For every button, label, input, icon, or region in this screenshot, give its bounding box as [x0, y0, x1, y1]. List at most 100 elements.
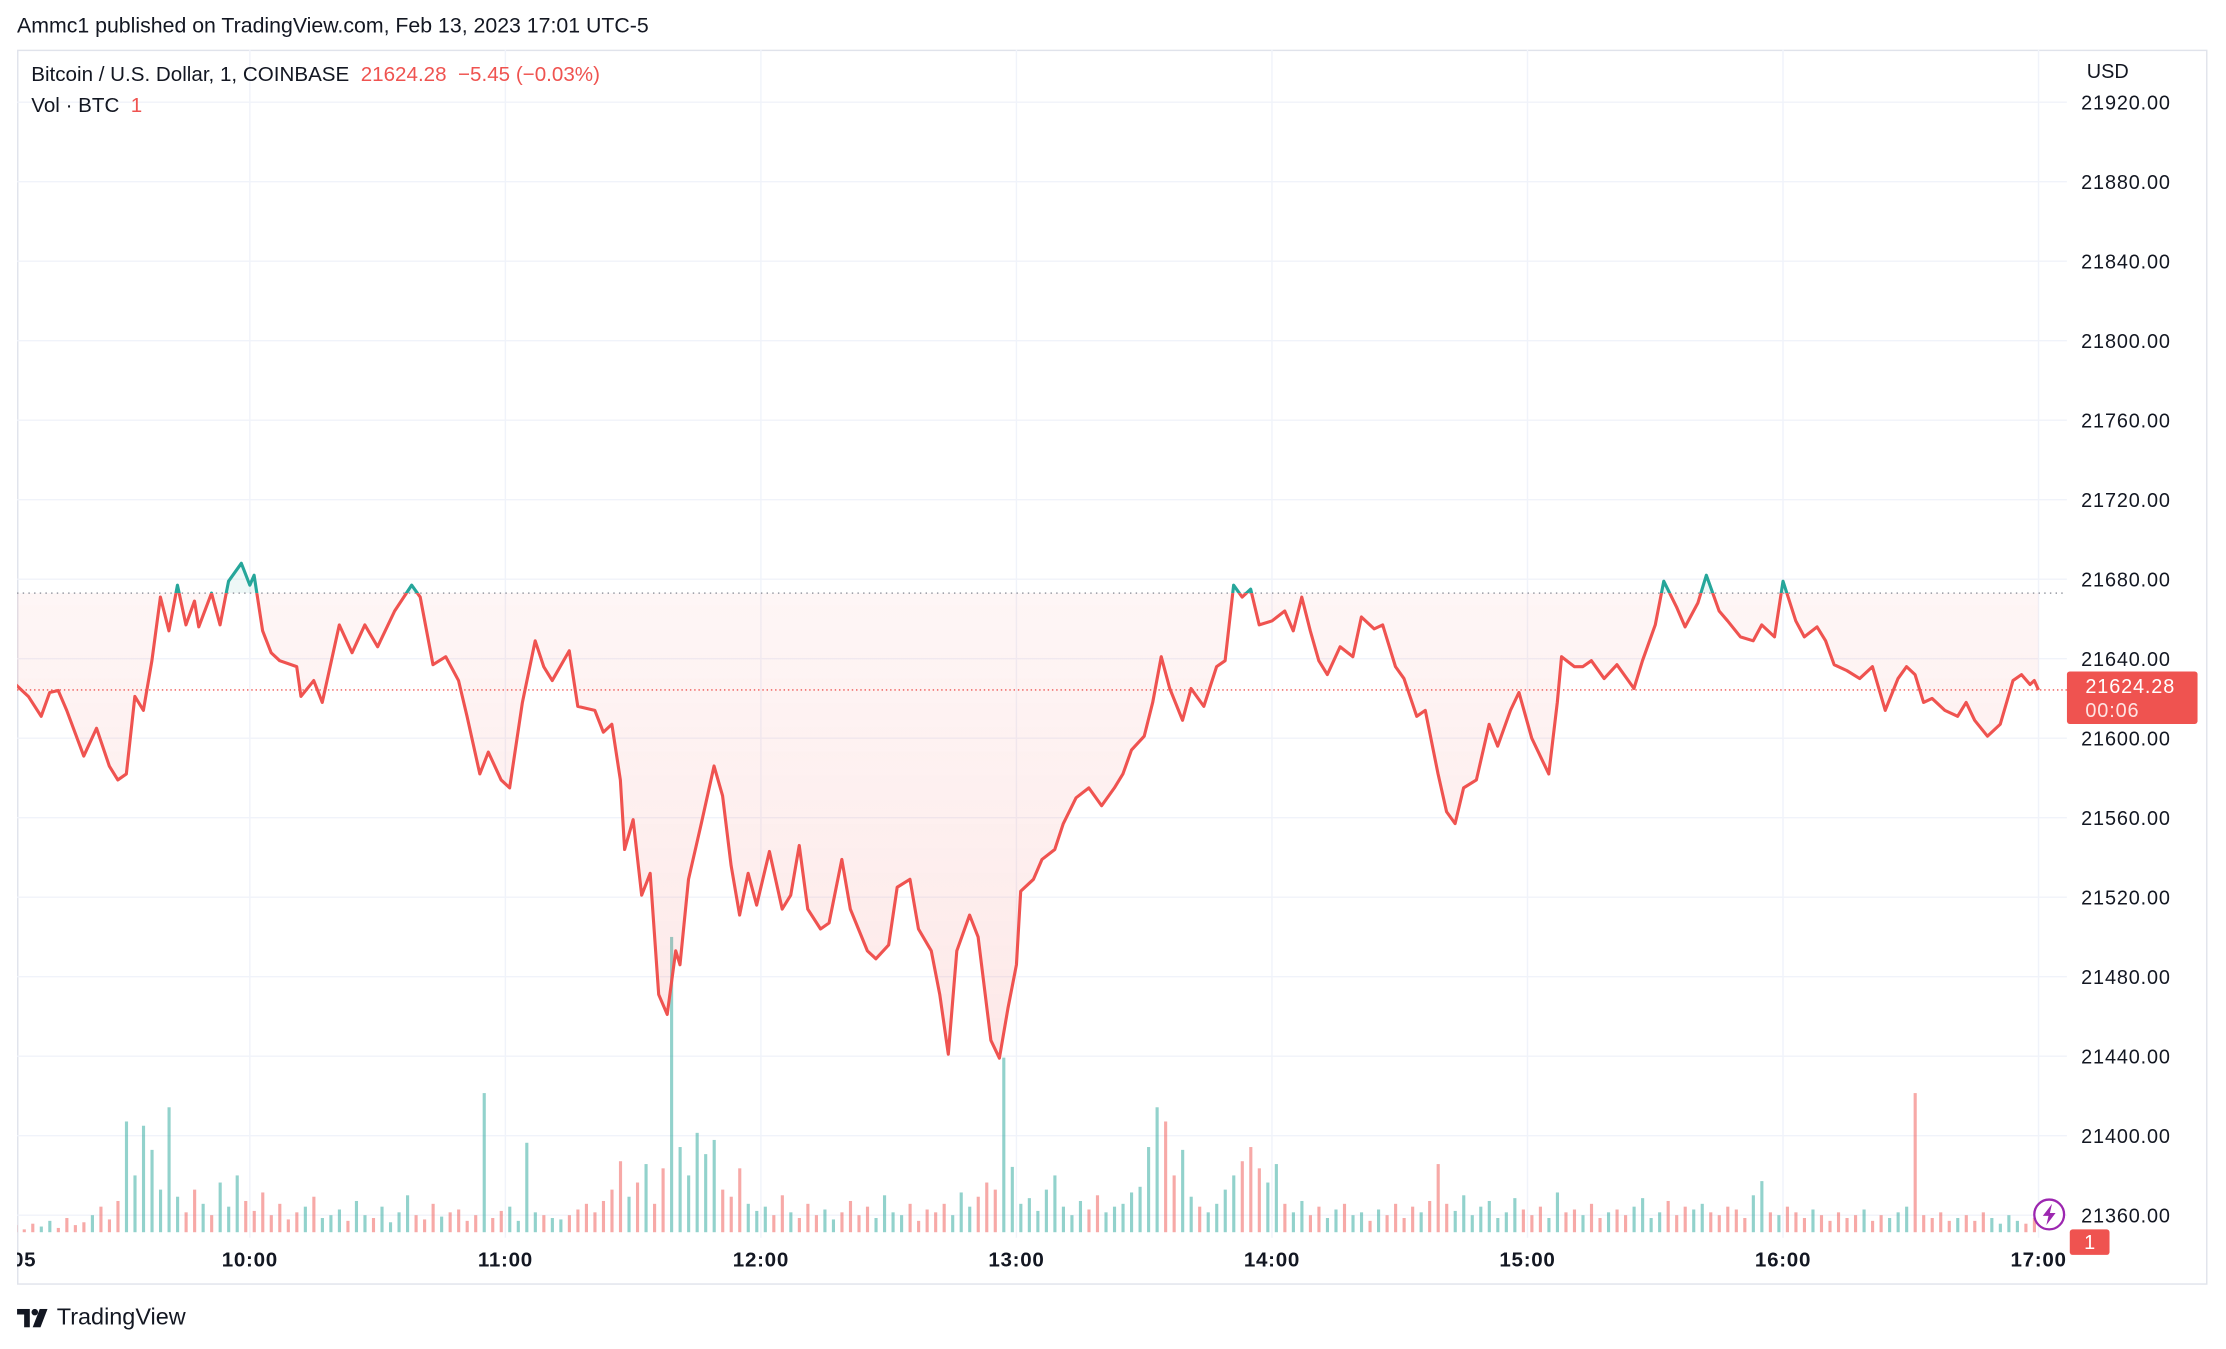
volume-bar [48, 1220, 52, 1233]
volume-bar [1342, 1203, 1347, 1233]
volume-label: Vol · BTC [31, 95, 120, 118]
volume-bar [1044, 1189, 1048, 1233]
volume-bar [380, 1206, 384, 1233]
volume-bar [22, 1229, 26, 1233]
publish-info: Ammc1 published on TradingView.com, Feb … [17, 14, 649, 39]
price-tick-label: 21920.00 [2081, 90, 2171, 114]
volume-bar [1794, 1212, 1798, 1233]
volume-bar [2015, 1220, 2019, 1233]
volume-bar [993, 1189, 997, 1233]
volume-bar [584, 1203, 588, 1233]
volume-bar [1709, 1212, 1713, 1233]
volume-bar [1104, 1212, 1108, 1233]
volume-bar [99, 1206, 103, 1233]
volume-bar [593, 1212, 597, 1233]
volume-bar [2024, 1223, 2028, 1233]
volume-bar [1751, 1195, 1755, 1233]
volume-bar [235, 1175, 239, 1233]
time-tick-label: 12:00 [732, 1249, 790, 1272]
volume-bar [857, 1215, 861, 1233]
price-line-down [17, 593, 2040, 1060]
volume-bar [1504, 1212, 1508, 1233]
volume-bar [1257, 1168, 1261, 1233]
currency-label[interactable]: USD [2086, 59, 2129, 83]
volume-bar [1215, 1203, 1219, 1233]
time-axis[interactable]: 05 10:00 11:00 12:00 13:00 14:00 15:00 16:00 17:… [17, 1238, 2067, 1283]
volume-bar [124, 1121, 129, 1233]
volume-bar [1956, 1218, 1960, 1233]
volume-bar [1692, 1209, 1696, 1233]
tradingview-logo[interactable]: TradingView [17, 1302, 186, 1333]
volume-bar [772, 1215, 776, 1233]
time-tick-label: 17:00 [2010, 1249, 2067, 1272]
volume-legend[interactable]: Vol · BTC 1 [31, 95, 142, 118]
volume-bar [525, 1142, 529, 1233]
volume-bar [917, 1220, 921, 1233]
volume-bar [1334, 1209, 1338, 1233]
volume-bar [1547, 1218, 1551, 1233]
volume-bar [755, 1210, 759, 1233]
time-tick-label: 05 [17, 1249, 37, 1272]
volume-bar [823, 1209, 827, 1233]
volume-bar [1496, 1218, 1500, 1233]
volume-bar [1896, 1212, 1900, 1233]
volume-bar [814, 1215, 818, 1233]
volume-bar [1819, 1215, 1824, 1233]
time-tick-label: 16:00 [1754, 1249, 1812, 1272]
volume-bar [951, 1215, 955, 1233]
volume-bar [1853, 1215, 1858, 1233]
symbol-legend[interactable]: Bitcoin / U.S. Dollar, 1, COINBASE 21624… [31, 64, 600, 87]
tradingview-logo-icon [17, 1308, 48, 1327]
volume-bar [610, 1189, 614, 1233]
volume-bar [1138, 1186, 1142, 1233]
volume-bar [167, 1107, 171, 1233]
plot-area[interactable] [17, 49, 2067, 1238]
volume-bar [1027, 1198, 1031, 1233]
volume-bar [491, 1218, 495, 1233]
volume-bar [90, 1215, 94, 1233]
volume-bar [1053, 1175, 1057, 1233]
volume-bar [1419, 1212, 1423, 1233]
volume-bar [371, 1218, 376, 1233]
last-price: 21624.28 [360, 63, 447, 87]
volume-value: 1 [130, 95, 143, 118]
time-tick-label: 10:00 [221, 1249, 278, 1272]
volume-bar [1181, 1149, 1185, 1233]
volume-bar [1598, 1218, 1602, 1233]
volume-bar [1615, 1209, 1619, 1233]
volume-bar [278, 1203, 282, 1233]
volume-bar [320, 1218, 324, 1233]
volume-bar [721, 1189, 725, 1233]
volume-bar [201, 1203, 205, 1233]
volume-bar [457, 1209, 461, 1233]
volume-bar [1973, 1220, 1977, 1233]
volume-bar [286, 1219, 290, 1233]
volume-bar [942, 1203, 946, 1233]
volume-bar [1785, 1206, 1789, 1233]
symbol-title: Bitcoin / U.S. Dollar, 1, COINBASE [31, 63, 350, 87]
volume-bar [1479, 1206, 1483, 1233]
volume-bar [269, 1215, 273, 1233]
volume-bar [542, 1215, 546, 1233]
volume-bar [746, 1203, 750, 1233]
volume-bar [1768, 1212, 1772, 1233]
volume-bar [388, 1222, 393, 1233]
volume-bar [661, 1168, 665, 1233]
volume-bar [2032, 1218, 2036, 1233]
volume-bar [1164, 1121, 1168, 1233]
volume-bar [1538, 1206, 1542, 1233]
volume-bar [1922, 1215, 1926, 1233]
volume-bar [1845, 1218, 1849, 1233]
volume-bar [1206, 1212, 1210, 1233]
volume-bar [1564, 1212, 1568, 1233]
badge-price: 21624.28 [2085, 674, 2176, 698]
volume-bar [414, 1215, 418, 1233]
volume-bar [210, 1215, 214, 1233]
lightning-icon[interactable] [2031, 1197, 2066, 1232]
volume-bar [1649, 1218, 1653, 1233]
volume-bar [1291, 1212, 1295, 1233]
volume-bar [1198, 1206, 1202, 1233]
volume-bar [635, 1182, 640, 1233]
volume-bar [559, 1219, 563, 1233]
price-change: −5.45 (−0.03%) [458, 63, 600, 87]
